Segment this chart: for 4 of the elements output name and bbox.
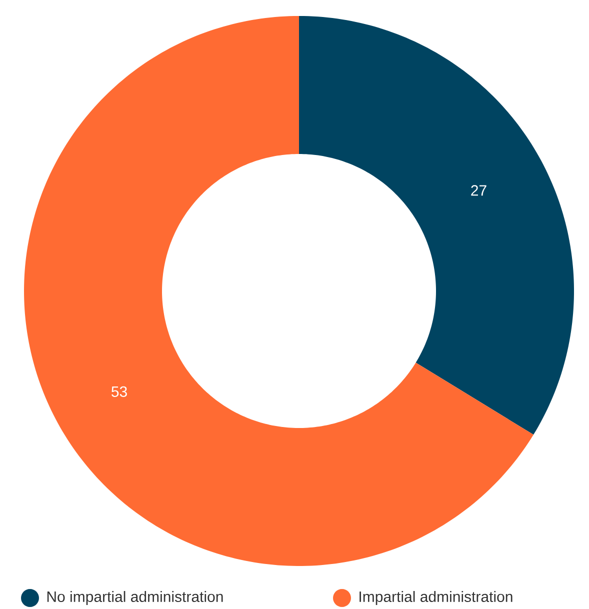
legend-label: Impartial administration <box>360 591 512 605</box>
data-label: 27 <box>471 185 486 196</box>
data-label: 53 <box>112 386 127 397</box>
legend-label: No impartial administration <box>47 591 223 605</box>
